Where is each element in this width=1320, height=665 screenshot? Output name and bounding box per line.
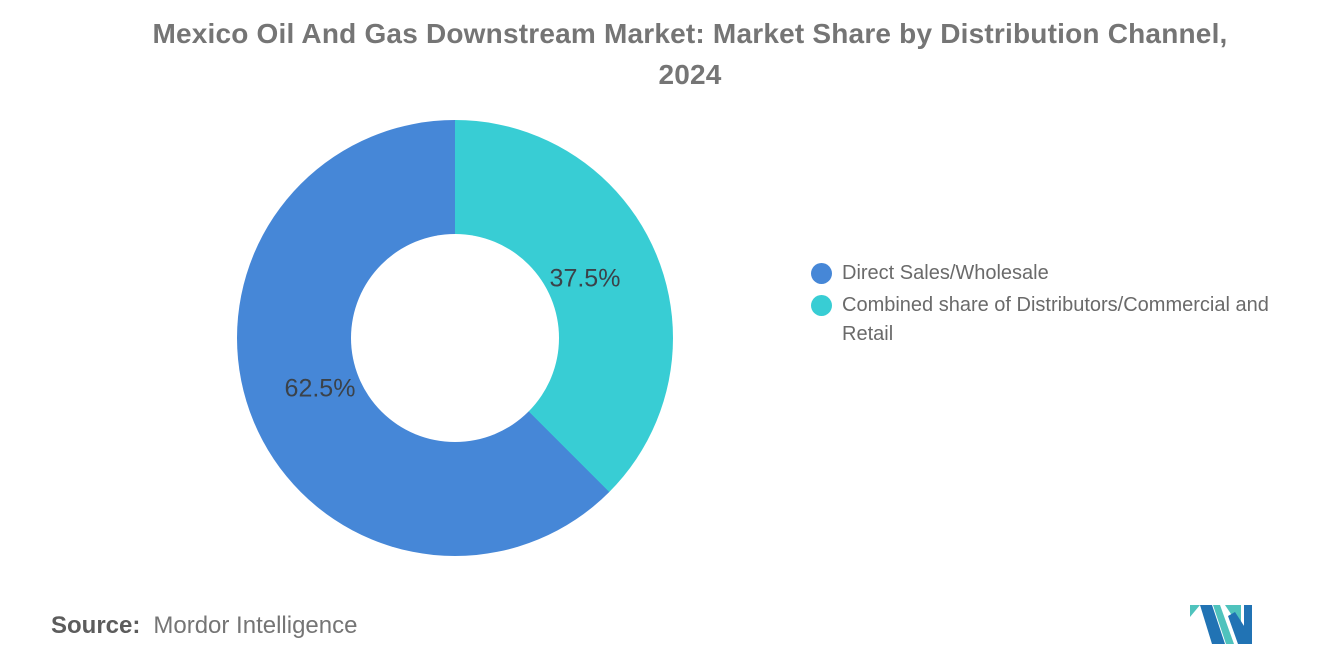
logo-teal-triangle-left: [1190, 605, 1200, 617]
logo-blue-band: [1200, 605, 1225, 644]
logo-blue-bar: [1244, 605, 1252, 644]
legend-item-distributors: Combined share of Distributors/Commercia…: [811, 291, 1306, 349]
legend-label-direct-sales: Direct Sales/Wholesale: [842, 262, 1049, 284]
slice-label-direct-sales: 62.5%: [284, 374, 356, 403]
legend-dot-teal-icon: [811, 295, 832, 316]
source-value: Mordor Intelligence: [153, 612, 358, 639]
logo-teal-band: [1213, 605, 1234, 644]
chart-legend: Direct Sales/Wholesale Combined share of…: [811, 259, 1306, 349]
source-label: Source:: [51, 612, 141, 639]
slice-label-distributors: 37.5%: [549, 264, 621, 293]
mordor-intelligence-logo: [1190, 605, 1252, 644]
legend-item-direct-sales: Direct Sales/Wholesale: [811, 259, 1306, 288]
legend-label-distributors: Combined share of Distributors/Commercia…: [842, 294, 1269, 345]
legend-dot-blue-icon: [811, 263, 832, 284]
donut-hole: [351, 234, 559, 442]
logo-blue-diagonal: [1228, 612, 1246, 644]
chart-title: Mexico Oil And Gas Downstream Market: Ma…: [152, 18, 1228, 90]
source-line: Source: Mordor Intelligence: [51, 612, 357, 640]
donut-chart: 37.5% 62.5%: [237, 120, 673, 556]
